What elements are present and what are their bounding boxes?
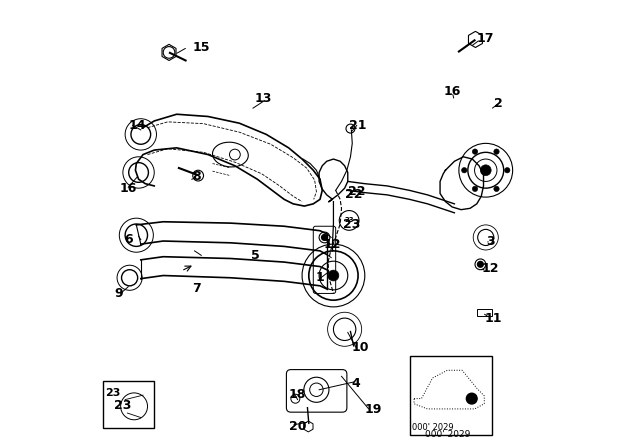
Text: 7: 7 xyxy=(192,282,201,296)
Text: 4: 4 xyxy=(351,376,360,390)
Text: 17: 17 xyxy=(477,31,494,45)
Circle shape xyxy=(494,149,499,154)
Circle shape xyxy=(163,47,175,58)
Text: 22: 22 xyxy=(345,188,362,202)
Text: 12: 12 xyxy=(481,262,499,276)
Text: 000' 2029: 000' 2029 xyxy=(412,423,454,432)
Text: 16: 16 xyxy=(443,85,461,99)
Text: 23: 23 xyxy=(344,217,354,224)
Circle shape xyxy=(494,186,499,192)
Circle shape xyxy=(481,165,491,176)
Circle shape xyxy=(467,393,477,404)
Text: 20: 20 xyxy=(289,420,306,433)
Text: 23: 23 xyxy=(105,388,120,397)
Text: 12: 12 xyxy=(324,237,341,251)
Text: 5: 5 xyxy=(251,249,259,262)
Text: 10: 10 xyxy=(351,340,369,354)
Text: 21: 21 xyxy=(349,119,367,132)
Text: 22: 22 xyxy=(348,185,365,198)
Text: 18: 18 xyxy=(289,388,306,401)
Text: 9: 9 xyxy=(114,287,122,300)
Text: 6: 6 xyxy=(124,233,132,246)
Bar xyxy=(410,356,493,435)
Text: 11: 11 xyxy=(485,311,502,325)
Circle shape xyxy=(472,186,477,192)
Circle shape xyxy=(461,168,467,173)
Bar xyxy=(103,381,154,428)
Text: 8: 8 xyxy=(192,170,201,184)
Text: 13: 13 xyxy=(255,92,273,105)
Text: 2: 2 xyxy=(494,96,502,110)
Text: 15: 15 xyxy=(192,40,210,54)
Text: 14: 14 xyxy=(128,119,146,132)
Text: 1: 1 xyxy=(316,271,324,284)
Circle shape xyxy=(328,270,339,281)
Text: 23: 23 xyxy=(114,399,131,412)
Text: 16: 16 xyxy=(119,181,137,195)
Text: 23: 23 xyxy=(343,217,361,231)
Circle shape xyxy=(504,168,510,173)
Text: 3: 3 xyxy=(486,235,494,249)
Circle shape xyxy=(193,170,204,181)
Circle shape xyxy=(291,394,300,403)
Circle shape xyxy=(477,261,484,268)
Bar xyxy=(477,309,493,316)
Circle shape xyxy=(346,124,355,133)
Text: 000' 2029: 000' 2029 xyxy=(425,430,470,439)
Text: 19: 19 xyxy=(365,403,382,417)
Circle shape xyxy=(472,149,477,154)
Circle shape xyxy=(321,234,328,241)
